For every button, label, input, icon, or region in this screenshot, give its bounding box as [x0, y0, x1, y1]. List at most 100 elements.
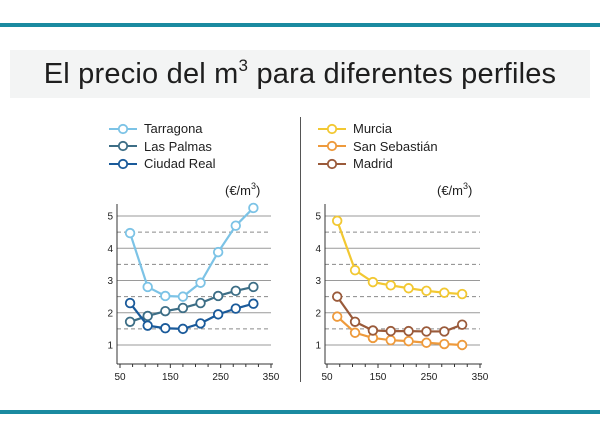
x-tick-label: 250: [212, 372, 229, 383]
y-unit-label-right: (€/m3): [437, 181, 473, 199]
y-tick-label: 3: [315, 276, 321, 287]
y-tick-label: 4: [315, 244, 321, 255]
legend-label: Tarragona: [144, 121, 203, 137]
series-madrid: [332, 291, 468, 337]
page-title: El precio del m3 para diferentes perfile…: [43, 56, 557, 90]
data-point: [142, 310, 153, 322]
y-tick-label: 3: [107, 276, 113, 287]
legend-right: Murcia San Sebastián Madrid: [317, 120, 438, 173]
data-point: [195, 277, 206, 288]
data-point: [349, 327, 361, 338]
legend-item-las-palmas: Las Palmas: [108, 138, 216, 156]
data-point: [230, 303, 241, 314]
legend-marker: [117, 158, 129, 169]
legend-item-san-sebastian: San Sebastián: [317, 138, 438, 156]
data-point: [456, 319, 468, 330]
data-point: [385, 325, 396, 337]
unit-text: (€/m: [437, 183, 463, 198]
data-point: [160, 290, 171, 302]
x-tick-label: 50: [321, 372, 333, 383]
legend-swatch-las-palmas: [109, 141, 137, 152]
data-point: [177, 302, 189, 314]
data-point: [212, 309, 224, 320]
legend-label: San Sebastián: [353, 138, 438, 154]
legend-marker: [326, 158, 338, 169]
data-point: [142, 281, 153, 293]
data-point: [456, 288, 468, 300]
legend-swatch-ciudad-real: [109, 158, 137, 169]
data-point: [332, 311, 343, 322]
data-point: [403, 325, 414, 337]
title-superscript: 3: [238, 56, 249, 75]
legend-item-tarragona: Tarragona: [108, 120, 216, 138]
legend-label: Ciudad Real: [144, 156, 216, 172]
y-tick-label: 1: [107, 341, 113, 352]
legend-swatch-murcia: [318, 123, 346, 134]
data-point: [195, 297, 206, 309]
data-point: [142, 320, 153, 331]
x-tick-label: 150: [370, 372, 387, 383]
data-point: [212, 246, 224, 258]
x-tick-label: 350: [263, 372, 280, 383]
data-point: [195, 318, 206, 329]
bottom-accent-band: [0, 410, 600, 414]
data-point: [248, 202, 259, 214]
data-point: [456, 339, 468, 351]
legend-marker: [326, 123, 338, 134]
title-rest: para diferentes perfiles: [248, 58, 557, 90]
unit-close: ): [468, 183, 473, 198]
data-point: [248, 281, 259, 293]
data-point: [332, 215, 343, 227]
legend-item-ciudad-real: Ciudad Real: [108, 155, 216, 173]
series-ciudad-real: [124, 297, 259, 335]
data-point: [421, 337, 432, 348]
data-point: [421, 285, 432, 297]
y-tick-label: 2: [107, 308, 113, 319]
data-point: [160, 305, 171, 317]
data-point: [349, 264, 361, 276]
unit-superscript: 3: [251, 181, 257, 191]
series-las-palmas: [124, 281, 259, 327]
y-tick-label: 4: [107, 244, 113, 255]
data-point: [124, 297, 136, 309]
series-san-sebastian: [332, 311, 468, 351]
data-point: [403, 335, 414, 347]
legend-swatch-madrid: [318, 158, 346, 169]
data-point: [385, 334, 396, 346]
data-point: [367, 276, 379, 288]
data-point: [230, 285, 241, 297]
legend-left: Tarragona Las Palmas Ciudad Real: [108, 120, 216, 173]
title-main: El precio del m: [43, 58, 239, 90]
data-point: [439, 338, 450, 350]
y-tick-label: 5: [315, 212, 321, 223]
legend-item-murcia: Murcia: [317, 120, 438, 138]
panel-divider: [300, 117, 301, 382]
y-tick-label: 2: [315, 308, 321, 319]
y-tick-label: 5: [107, 212, 113, 223]
data-point: [403, 283, 414, 294]
x-tick-label: 350: [472, 372, 489, 383]
unit-superscript: 3: [463, 181, 469, 191]
data-point: [248, 298, 259, 309]
unit-text: (€/m: [225, 183, 251, 198]
data-point: [124, 316, 136, 327]
unit-close: ): [256, 183, 261, 198]
y-unit-label-left: (€/m3): [225, 181, 261, 199]
data-point: [177, 291, 189, 302]
legend-marker: [326, 141, 338, 152]
series-murcia: [332, 215, 468, 300]
legend-swatch-san-sebastian: [318, 141, 346, 152]
x-tick-label: 50: [114, 372, 126, 383]
data-point: [439, 326, 450, 337]
legend-label: Madrid: [353, 156, 393, 172]
data-point: [385, 280, 396, 291]
data-point: [124, 227, 136, 239]
data-point: [439, 287, 450, 298]
x-tick-label: 250: [421, 372, 438, 383]
legend-marker: [117, 141, 129, 152]
legend-label: Las Palmas: [144, 138, 212, 154]
data-point: [212, 290, 224, 302]
legend-swatch-tarragona: [109, 123, 137, 134]
